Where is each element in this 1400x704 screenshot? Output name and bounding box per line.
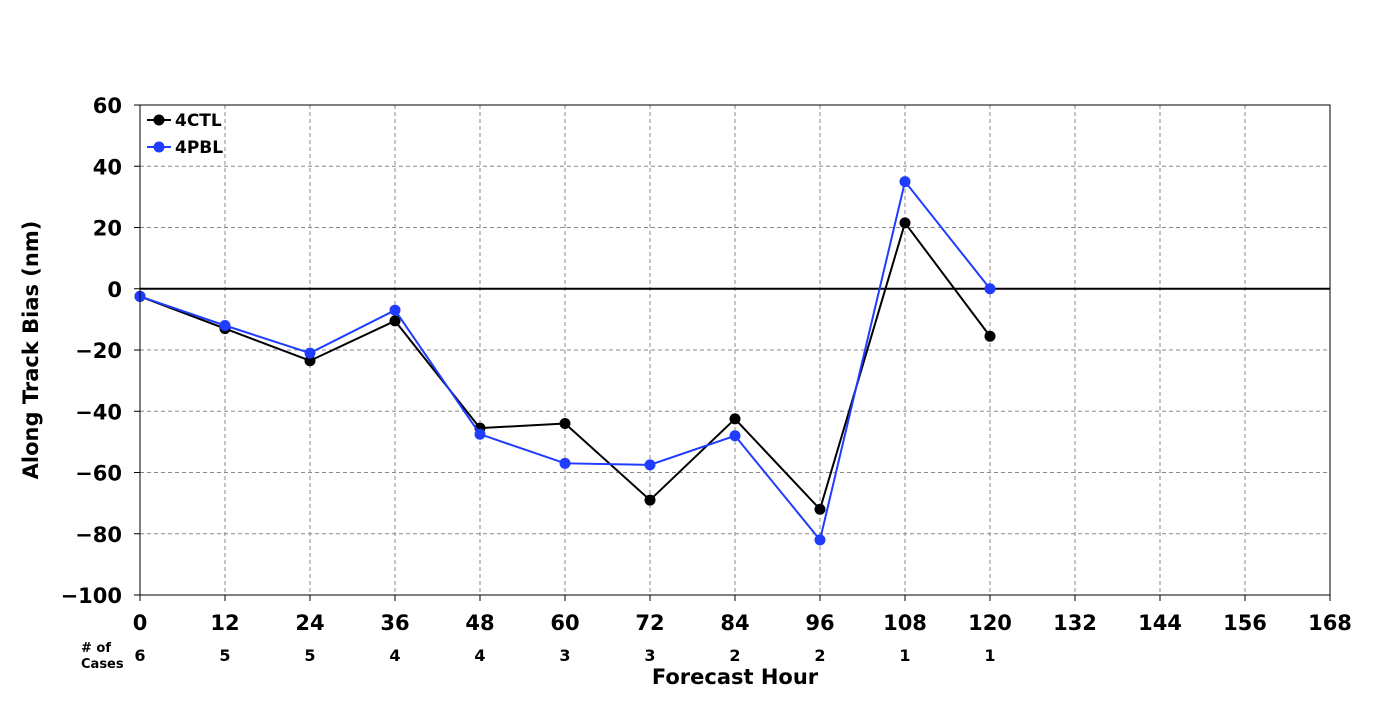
data-point-4pbl bbox=[304, 347, 316, 359]
case-count: 4 bbox=[474, 646, 485, 665]
data-point-4pbl bbox=[644, 459, 656, 471]
data-point-4pbl bbox=[984, 283, 996, 295]
data-point-4pbl bbox=[559, 457, 571, 469]
data-point-4ctl bbox=[984, 330, 996, 342]
case-count: 2 bbox=[814, 646, 825, 665]
y-tick-label: 20 bbox=[93, 217, 122, 241]
legend-label-4pbl: 4PBL bbox=[175, 138, 223, 158]
data-point-4ctl bbox=[814, 503, 826, 515]
y-tick-label: −40 bbox=[75, 400, 122, 424]
data-point-4ctl bbox=[559, 418, 571, 429]
y-tick-label: 0 bbox=[107, 278, 122, 302]
case-count: 3 bbox=[559, 646, 570, 665]
case-count: 2 bbox=[729, 646, 740, 665]
x-tick-label: 108 bbox=[883, 611, 927, 635]
case-count: 1 bbox=[984, 646, 995, 665]
data-point-4ctl bbox=[304, 355, 316, 367]
case-count: 6 bbox=[134, 646, 145, 665]
cases-header-line: Cases bbox=[81, 657, 124, 672]
data-point-4ctl bbox=[729, 413, 741, 425]
x-tick-label: 84 bbox=[720, 611, 749, 635]
x-tick-label: 48 bbox=[465, 611, 494, 635]
case-count: 5 bbox=[304, 646, 315, 665]
data-point-4pbl bbox=[899, 176, 911, 188]
data-point-4ctl bbox=[389, 315, 401, 327]
legend-label-4ctl: 4CTL bbox=[175, 111, 222, 131]
x-axis-title: Forecast Hour bbox=[652, 665, 819, 689]
data-point-4pbl bbox=[389, 304, 401, 316]
case-count: 3 bbox=[644, 646, 655, 665]
y-tick-label: −20 bbox=[75, 339, 122, 363]
x-tick-label: 60 bbox=[550, 611, 579, 635]
case-count: 4 bbox=[389, 646, 400, 665]
y-axis-title: Along Track Bias (nm) bbox=[19, 221, 43, 480]
data-point-4ctl bbox=[899, 217, 911, 229]
x-tick-label: 0 bbox=[133, 611, 148, 635]
data-point-4pbl bbox=[219, 320, 231, 331]
x-tick-label: 12 bbox=[210, 611, 239, 635]
y-tick-label: −60 bbox=[75, 462, 122, 486]
legend-marker-4pbl bbox=[153, 141, 165, 153]
x-tick-label: 24 bbox=[295, 611, 324, 635]
y-tick-label: 60 bbox=[93, 94, 122, 118]
data-point-4pbl bbox=[474, 428, 486, 440]
x-tick-label: 72 bbox=[635, 611, 664, 635]
legend-marker-4ctl bbox=[153, 114, 165, 126]
grid-layer bbox=[140, 105, 1330, 595]
cases-header: # of Cases bbox=[81, 641, 124, 672]
data-point-4ctl bbox=[644, 494, 656, 506]
data-point-4pbl bbox=[814, 534, 826, 546]
x-tick-label: 156 bbox=[1223, 611, 1267, 635]
x-tick-label: 132 bbox=[1053, 611, 1097, 635]
y-tick-label: −80 bbox=[75, 523, 122, 547]
cases-header-line: # of bbox=[81, 641, 111, 656]
data-point-4pbl bbox=[729, 430, 741, 442]
case-count: 1 bbox=[899, 646, 910, 665]
x-tick-label: 144 bbox=[1138, 611, 1182, 635]
x-tick-label: 168 bbox=[1308, 611, 1352, 635]
y-tick-label: −100 bbox=[61, 584, 122, 608]
cases-layer: # of Cases 6 5 5 4 4 3 3 2 2 1 1 bbox=[81, 641, 996, 672]
series-layer bbox=[134, 176, 996, 546]
legend: 4CTL 4PBL bbox=[147, 111, 223, 158]
x-tick-label: 96 bbox=[805, 611, 834, 635]
x-tick-label: 36 bbox=[380, 611, 409, 635]
x-tick-label: 120 bbox=[968, 611, 1012, 635]
case-count: 5 bbox=[219, 646, 230, 665]
ticks-layer: 0 12 24 36 48 60 72 84 96 108 120 132 144 156 168 −100 −… bbox=[61, 94, 1352, 635]
y-tick-label: 40 bbox=[93, 155, 122, 179]
